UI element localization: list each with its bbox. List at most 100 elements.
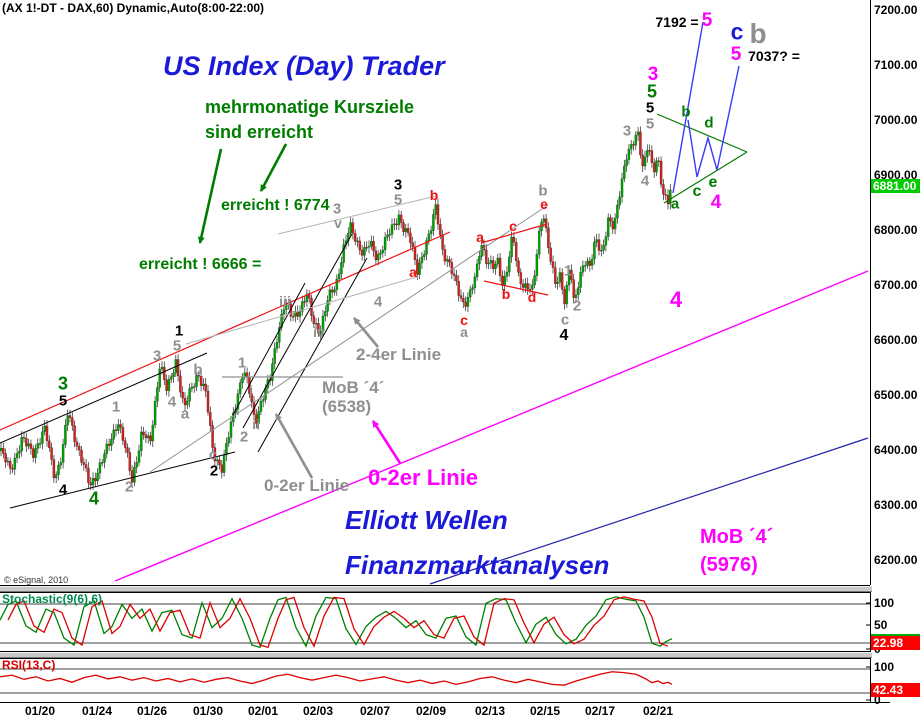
wave-label: a — [409, 264, 417, 280]
wave-label: c — [560, 311, 570, 329]
black-channel-upper — [0, 352, 208, 444]
rsi-axis-label: 100 — [874, 660, 895, 674]
price-axis-label: 6300.00 — [874, 498, 918, 512]
wave-label: iv — [313, 324, 325, 340]
last-price-badge: 6881.00 — [871, 179, 920, 193]
0-2er-2-4er-linie-gray — [149, 204, 549, 473]
arrow-annotation — [274, 413, 314, 479]
wave-label: 5 — [730, 44, 742, 65]
wave-label: 5 — [172, 337, 182, 355]
arrow-annotation — [371, 420, 402, 464]
annotation-mob-5976-line1: MoB ´4´ — [700, 526, 774, 548]
projection-7037-zigzag — [687, 65, 740, 178]
wave-label: 5 — [646, 81, 658, 102]
wave-label: e — [540, 196, 548, 212]
0-2er-linie-magenta — [114, 270, 869, 582]
wave-label: 1 — [563, 262, 573, 280]
wave-label: b — [429, 187, 439, 203]
arrow-annotation — [259, 143, 288, 192]
wave-label: 2 — [209, 462, 219, 480]
wave-label: i — [249, 382, 253, 398]
price-axis-label: 6400.00 — [874, 443, 918, 457]
stochastic-axis-label: 50 — [874, 618, 888, 632]
wave-label: 4 — [58, 481, 68, 499]
wave-label: 4 — [669, 287, 683, 312]
red-wedge-lower — [483, 280, 549, 296]
wave-label: e — [708, 174, 718, 191]
watermark-title: US Index (Day) Trader — [163, 51, 445, 81]
wave-label: 7192 = — [655, 14, 699, 30]
stochastic-study-label[interactable]: Stochastic(9(6),6) — [2, 592, 103, 606]
price-axis-label: 6800.00 — [874, 223, 918, 237]
wave-label: c — [460, 312, 468, 328]
wave-label: c — [730, 18, 744, 45]
wave-label: c — [692, 183, 702, 200]
projection-7192 — [672, 21, 704, 194]
date-axis-label: 02/09 — [415, 704, 447, 718]
annotation-2-4er-linie: 2-4er Linie — [356, 345, 442, 364]
wave-label: 5 — [645, 115, 655, 133]
date-axis-label: 02/01 — [247, 704, 279, 718]
date-axis-label: 02/13 — [474, 704, 506, 718]
wave-label: c — [208, 446, 218, 464]
wave-label: 4 — [373, 293, 383, 311]
date-axis-label: 01/24 — [81, 704, 113, 718]
wave-label: c — [509, 218, 517, 234]
date-axis-label: 02/03 — [302, 704, 334, 718]
wave-label: a — [460, 324, 468, 340]
price-axis-label: 7100.00 — [874, 58, 918, 72]
annotation-kursziele-line1: mehrmonatige Kursziele — [205, 97, 415, 117]
wave-label: v — [334, 215, 342, 231]
wave-label: a — [670, 195, 680, 213]
wave-label: b — [538, 182, 548, 200]
arrow-annotation — [352, 317, 380, 348]
wave-label: 2 — [239, 428, 249, 446]
stochastic-value-badge: 22.98 — [871, 634, 920, 650]
wave-label: 4 — [88, 488, 100, 509]
triangle-lower — [663, 151, 748, 204]
blue-support-line — [429, 437, 869, 585]
watermark-elliott-line2: Finanzmarktanalysen — [345, 550, 610, 580]
price-axis-label: 6900.00 — [874, 168, 918, 182]
wave-label: ii — [252, 416, 260, 432]
steep-channel-3 — [232, 282, 306, 416]
red-resistance-line — [0, 231, 451, 431]
stochastic-d-line — [7, 596, 669, 649]
watermark-elliott-line1: Elliott Wellen — [345, 505, 508, 535]
wave-label: 2 — [124, 478, 134, 496]
chart-title: (AX 1!-DT - DAX,60) Dynamic,Auto(8:00-22… — [2, 1, 265, 15]
wave-label: 2 — [572, 297, 582, 315]
divider-1[interactable] — [0, 586, 872, 592]
wave-label: 4 — [559, 327, 569, 344]
rsi-value-badge: 42.43 — [871, 683, 920, 697]
price-axis-label: 6600.00 — [874, 333, 918, 347]
date-axis-label: 02/21 — [642, 704, 674, 718]
annotation-kursziele-line2: sind erreicht — [205, 122, 314, 142]
date-axis-label: 02/17 — [584, 704, 616, 718]
candlestick-series — [0, 126, 672, 491]
wave-label: 3 — [393, 176, 403, 194]
annotation-erreicht-6666: erreicht ! 6666 = — [139, 256, 262, 273]
wave-label: a — [476, 229, 484, 245]
wave-label: 4 — [710, 192, 722, 213]
wave-label: 7037? = — [748, 48, 800, 64]
wave-label: 5 — [393, 191, 403, 209]
date-axis-label: 01/26 — [136, 704, 168, 718]
divider-2[interactable] — [0, 652, 872, 658]
annotation-0-2er-linie-magenta: 0-2er Linie — [368, 465, 479, 490]
wave-label: 3 — [647, 64, 659, 85]
rsi-study-label[interactable]: RSI(13,C) — [2, 658, 56, 672]
price-axis-label: 6500.00 — [874, 388, 918, 402]
wave-label: 3 — [622, 122, 632, 140]
stochastic-k-line — [0, 596, 673, 649]
price-axis-label: 7200.00 — [874, 3, 918, 17]
wave-label: 3 — [152, 347, 162, 365]
wave-label: a — [180, 405, 190, 423]
wave-label: 4 — [640, 172, 650, 190]
wave-label: 5 — [701, 10, 713, 31]
steep-channel-1 — [242, 233, 353, 429]
rsi-line — [0, 671, 673, 686]
stochastic-axis-label: 100 — [874, 596, 895, 610]
